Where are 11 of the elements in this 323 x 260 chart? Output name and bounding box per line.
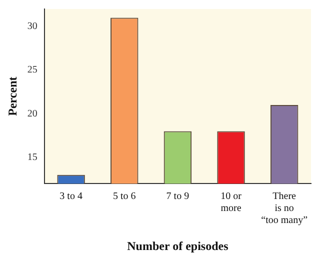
x-tick-label: 3 to 4	[60, 191, 82, 202]
y-axis-title: Percent	[5, 76, 20, 116]
y-tick-label: 20	[27, 108, 38, 120]
x-tick-label: 7 to 9	[166, 191, 190, 202]
y-tick-label: 25	[27, 64, 38, 76]
x-axis-title: Number of episodes	[127, 238, 229, 253]
x-tick-label: 5 to 6	[112, 191, 136, 202]
y-tick-label: 30	[27, 21, 38, 32]
y-tick-label: 15	[27, 152, 38, 164]
x-tick-label: 10 or more	[220, 191, 242, 214]
x-tick-label: There is no “too many”	[261, 191, 308, 226]
